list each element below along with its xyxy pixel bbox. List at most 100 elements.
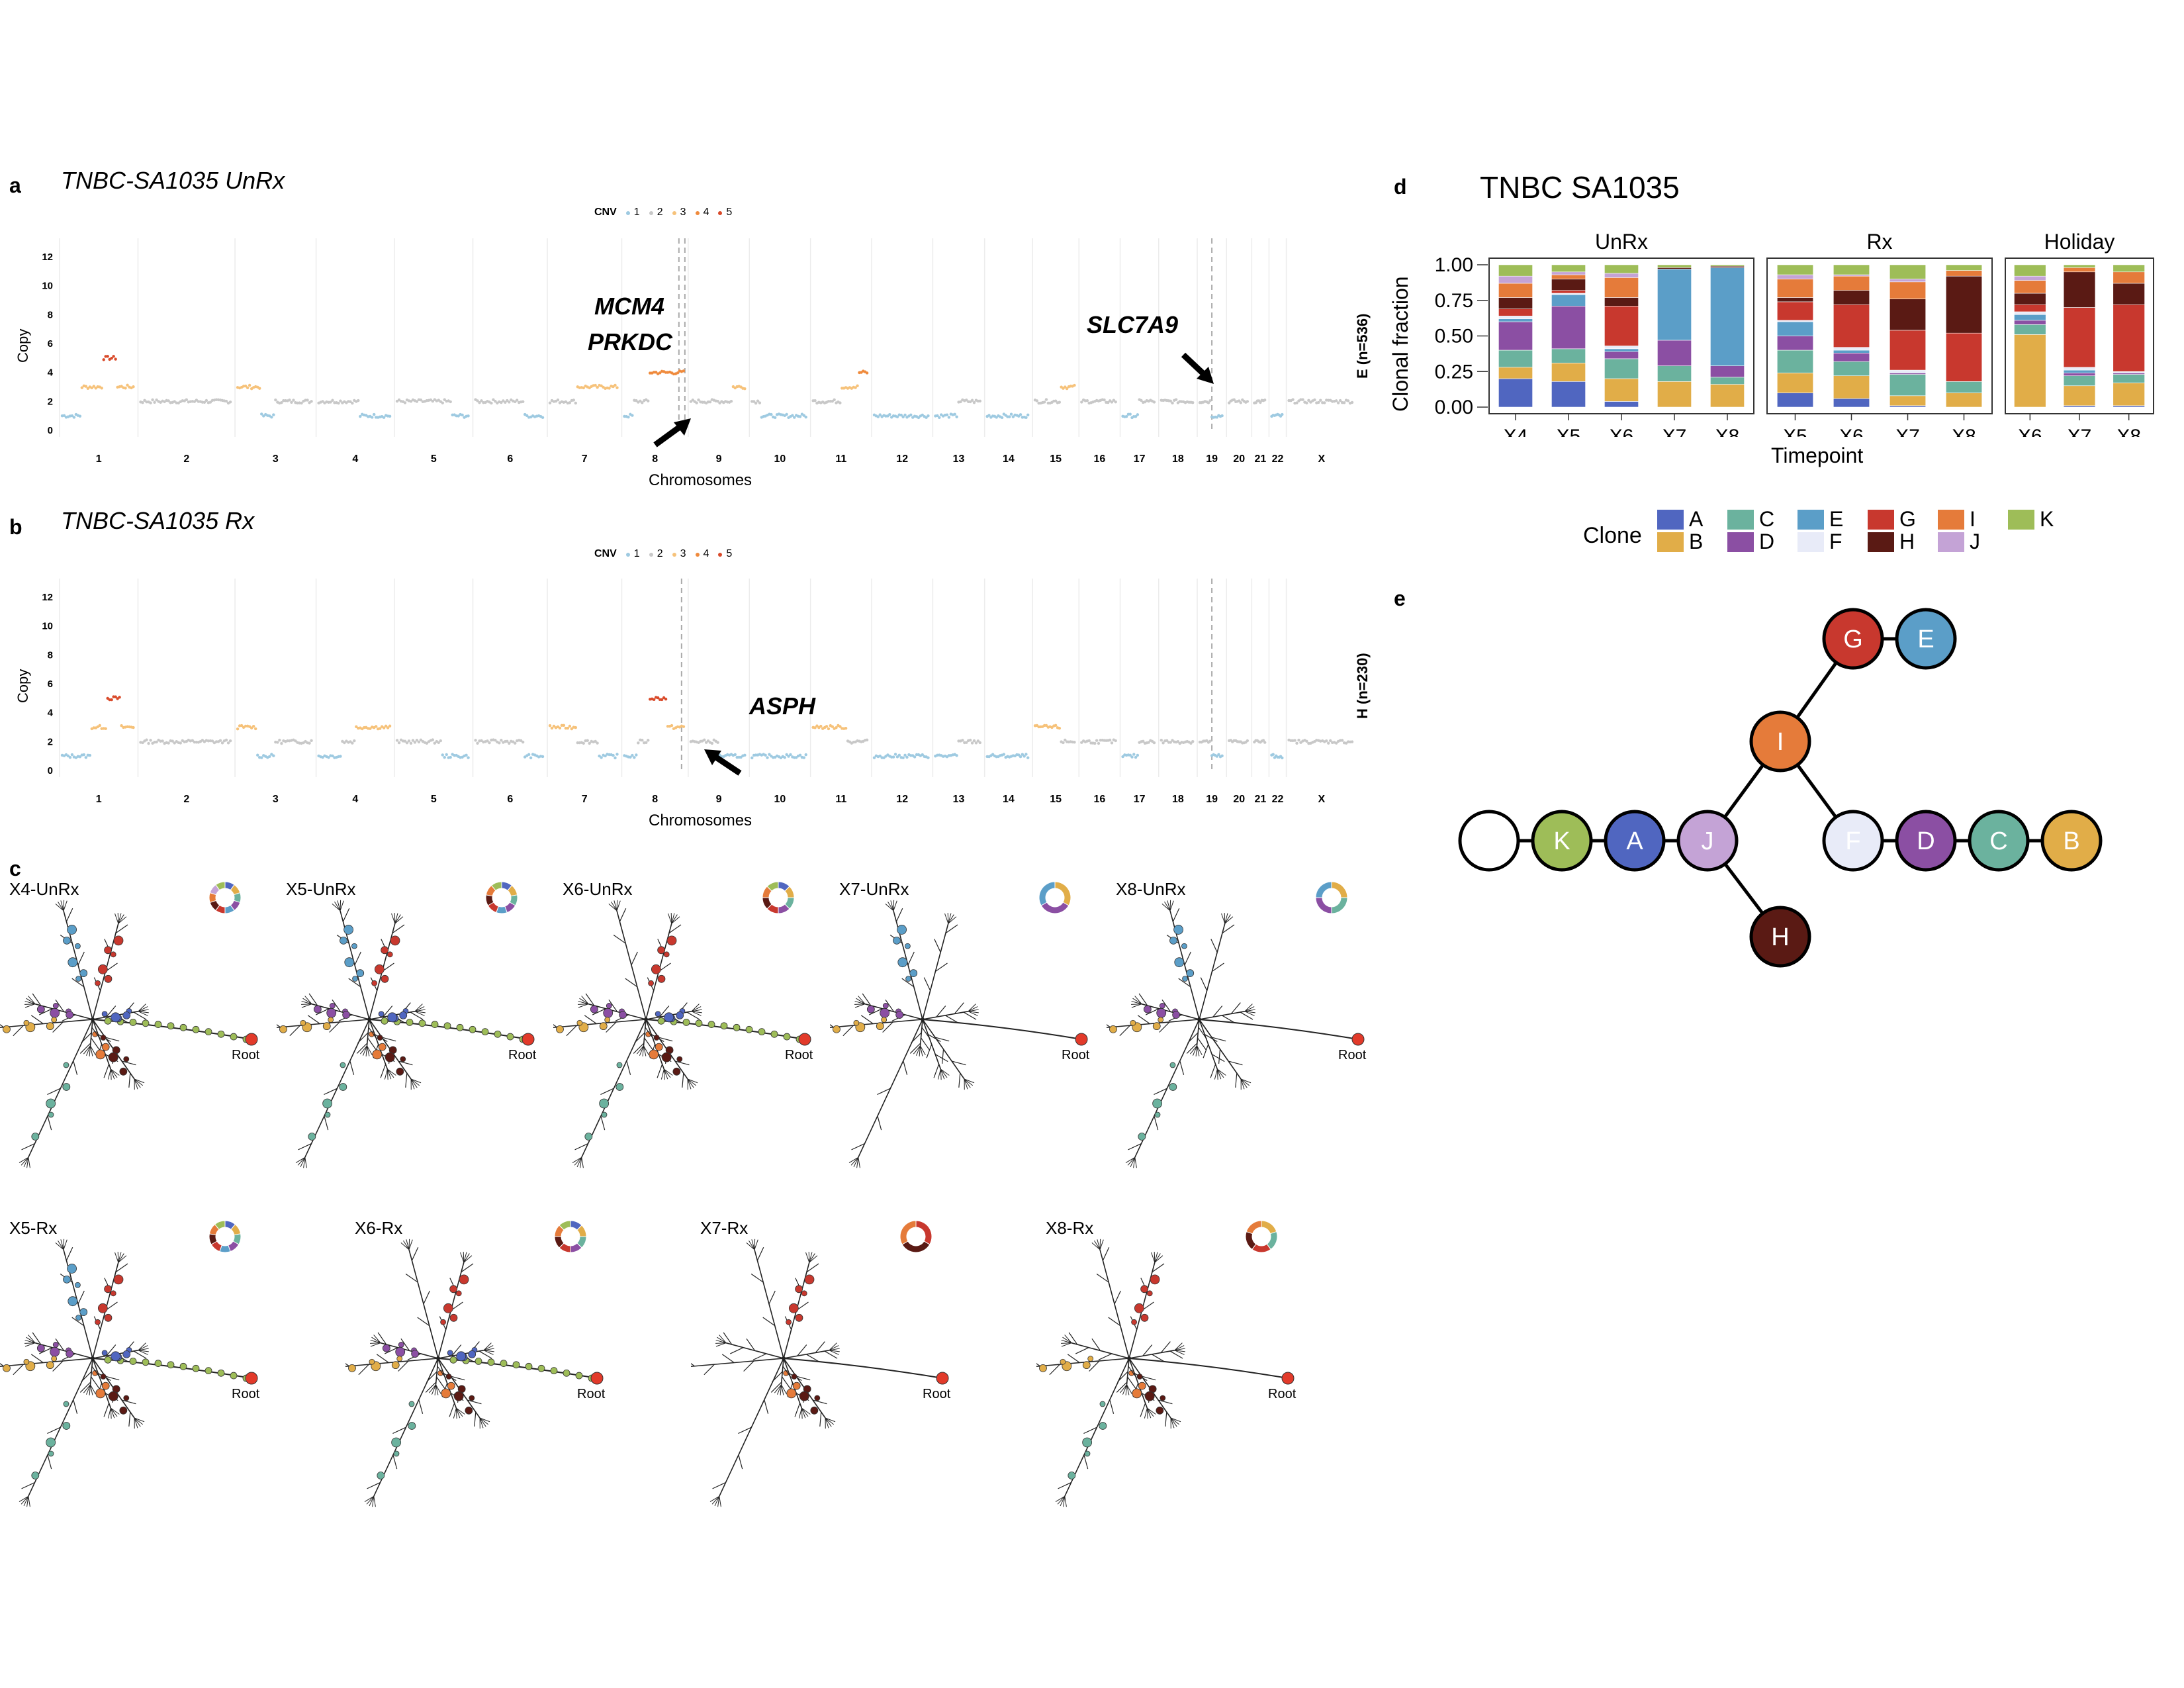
cnv-point — [425, 741, 429, 745]
tree-tip — [850, 1157, 859, 1166]
cnv-point — [903, 413, 907, 417]
cnv-point — [70, 414, 74, 418]
bar-segment-k — [2113, 264, 2145, 273]
tree-twig — [71, 1317, 85, 1327]
cnv-point — [1299, 741, 1302, 744]
tree-tip — [1131, 1004, 1142, 1008]
tree-tip — [463, 1253, 470, 1263]
tree-tip — [1122, 1384, 1127, 1395]
tree-node-k — [720, 1022, 728, 1030]
bar-segment-k — [1833, 264, 1870, 275]
tree-tip — [1244, 1011, 1255, 1013]
cnv-point — [415, 400, 419, 403]
tree-twig — [1119, 1025, 1130, 1037]
y-tick-label: 4 — [48, 708, 54, 719]
cnv-point — [1058, 726, 1062, 730]
cnv-point — [637, 741, 640, 745]
tree-tip — [829, 1350, 840, 1352]
cnv-point — [604, 754, 607, 758]
cnv-legend-item: 4 — [695, 207, 709, 218]
tree-tip — [893, 900, 895, 911]
cnv-point — [856, 384, 859, 387]
tree-tip — [460, 1252, 465, 1263]
tree-twig — [91, 1376, 100, 1389]
cnv-point — [572, 399, 576, 402]
cnv-point — [525, 414, 529, 417]
chromosome-label: 22 — [1272, 794, 1284, 805]
cnv-point — [893, 753, 897, 756]
tree-tip — [26, 1157, 29, 1168]
tree-tip — [1216, 1069, 1222, 1080]
cnv-point — [785, 753, 788, 757]
tree-tip — [691, 1004, 700, 1012]
tree-node-g — [95, 1319, 101, 1325]
cnv-point — [321, 400, 324, 403]
tree-twig — [71, 978, 85, 988]
tree-tip — [848, 1157, 859, 1164]
bar-segment-h — [2014, 293, 2046, 305]
tree-branch — [783, 1358, 803, 1409]
tree-node-k — [475, 1357, 482, 1365]
cnv-point — [793, 416, 796, 419]
tree-twig — [332, 999, 341, 1012]
cnv-point — [635, 753, 638, 757]
cnv-point — [1112, 399, 1116, 402]
tree-twig — [885, 999, 895, 1012]
x-tick-label: X6 — [1610, 426, 1634, 437]
tree-root-node — [245, 1372, 258, 1385]
cnv-point — [872, 756, 876, 759]
tree-twig — [380, 1064, 387, 1078]
cnv-point — [629, 755, 632, 759]
tree-twig — [38, 1347, 53, 1354]
bar-segment-i — [1604, 277, 1639, 298]
tree-twig — [772, 1371, 783, 1382]
cnv-point — [337, 401, 340, 405]
cnv-point — [865, 371, 869, 375]
bar-segment-h — [1776, 297, 1813, 303]
tree-branch — [1199, 1019, 1242, 1080]
tree-tip — [453, 1408, 457, 1419]
tree-twig — [743, 1360, 754, 1372]
facet-panel — [1766, 258, 1993, 414]
tree-twig — [449, 1403, 455, 1417]
tree-tip — [580, 1157, 582, 1168]
tree-tip — [663, 1068, 671, 1078]
cnv-point — [288, 399, 291, 402]
tree-twig — [423, 1290, 430, 1305]
tree-tip — [781, 1384, 787, 1395]
bar-segment-k — [1776, 264, 1813, 275]
cnv-point — [445, 753, 448, 757]
tree-twig — [345, 1363, 349, 1367]
tree-branch — [408, 1249, 439, 1359]
tree-twig — [723, 1332, 733, 1345]
cnv-point — [1128, 412, 1132, 416]
bar-segment-i — [1776, 279, 1813, 298]
cnv-point — [566, 726, 570, 730]
cnv-point — [374, 725, 378, 728]
gene-label-slc7a9: SLC7A9 — [1087, 311, 1179, 338]
clone-donut-segment — [899, 1220, 917, 1245]
clone-node-label: A — [1626, 827, 1643, 855]
tree-twig — [1138, 993, 1148, 1006]
tree-tip — [1214, 1069, 1218, 1080]
tree-twig — [1108, 1317, 1121, 1327]
cnv-point — [443, 398, 446, 401]
tree-tip — [916, 1045, 921, 1056]
cnv-point — [210, 739, 214, 743]
tree-twig — [675, 1060, 690, 1066]
tree-center — [1127, 1356, 1131, 1360]
bar-segment-c — [1498, 350, 1533, 368]
cnv-point — [936, 414, 939, 418]
tree-node-h — [123, 1395, 130, 1401]
cnv-point — [226, 741, 230, 745]
tree-tip — [363, 1045, 367, 1056]
cnv-point — [104, 727, 107, 730]
tree-tip — [86, 1045, 91, 1056]
tree-twig — [686, 1011, 700, 1020]
tree-twig — [691, 1363, 695, 1367]
cnv-point — [901, 756, 905, 759]
tree-twig — [410, 1011, 424, 1020]
cnv-point — [945, 413, 949, 416]
tree-branch — [1126, 1358, 1130, 1385]
